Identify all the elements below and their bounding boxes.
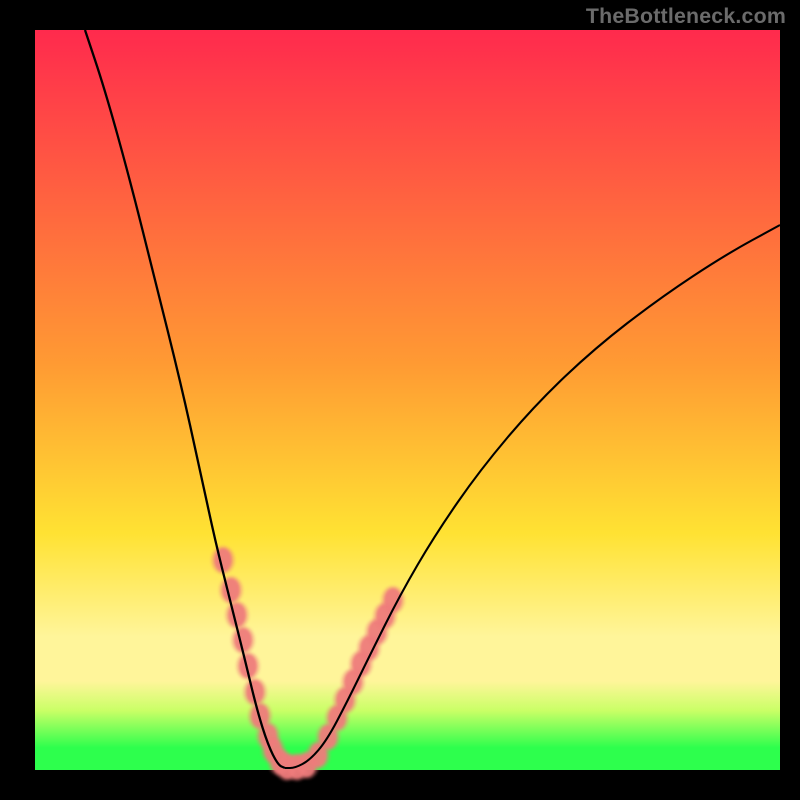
plot-area	[35, 30, 780, 770]
watermark-text: TheBottleneck.com	[586, 4, 786, 29]
chart-svg	[35, 30, 780, 770]
outer-frame: TheBottleneck.com	[0, 0, 800, 800]
marker-layer	[211, 546, 405, 782]
